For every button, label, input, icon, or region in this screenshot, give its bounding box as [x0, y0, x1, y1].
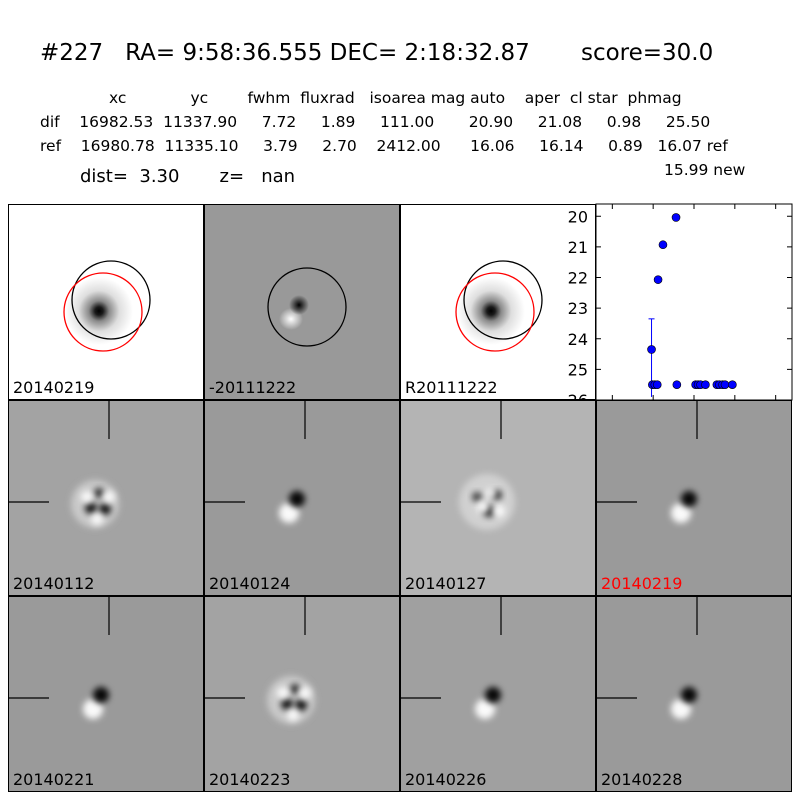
data-point: [671, 213, 681, 222]
distance-redshift-line: dist= 3.30 z= nan: [80, 166, 296, 187]
panel-label: 20140223: [209, 770, 291, 789]
difference-image-stamp: [205, 205, 399, 399]
panel-label: 20140226: [405, 770, 487, 789]
y-tick-label: 24: [568, 330, 588, 349]
epoch-stamp-panel: 20140221: [8, 596, 204, 792]
epoch-stamp-image: [597, 597, 791, 791]
black-circle: [267, 267, 347, 347]
star-blob: [457, 277, 525, 345]
table-ref-row: ref 16980.78 11335.10 3.79 2.70 2412.00 …: [40, 137, 728, 155]
epoch-stamp-image: [401, 597, 595, 791]
epoch-stamp-image: [401, 401, 595, 595]
epoch-stamp-panel: 20140226: [400, 596, 596, 792]
red-circle: [63, 272, 143, 352]
difference-image-panel: -20111222: [204, 204, 400, 400]
epoch-stamp-image: [9, 401, 203, 595]
panel-label: 20140228: [601, 770, 683, 789]
panel-label: 20140112: [13, 574, 95, 593]
panel-label: 20140127: [405, 574, 487, 593]
epoch-stamp-panel: 20140223: [204, 596, 400, 792]
red-circle: [455, 272, 535, 352]
panel-label: -20111222: [209, 378, 297, 397]
data-point: [647, 345, 656, 354]
epoch-stamp-image: [205, 597, 399, 791]
reference-image-stamp: [401, 205, 595, 399]
epoch-stamp-image: [9, 597, 203, 791]
data-point: [658, 240, 668, 250]
epoch-stamp-image: [205, 401, 399, 595]
data-point: [672, 380, 682, 389]
table-dif-row: dif 16982.53 11337.90 7.72 1.89 111.00 2…: [40, 113, 711, 131]
black-circle: [71, 260, 151, 340]
y-tick-label: 25: [568, 360, 588, 379]
data-point: [720, 380, 730, 389]
plot-frame: [595, 203, 793, 401]
new-image-stamp: [9, 205, 203, 399]
epoch-stamp-panel: 20140127: [400, 400, 596, 596]
candidate-title: #227 RA= 9:58:36.555 DEC= 2:18:32.87 sco…: [40, 40, 714, 66]
y-tick-label: 23: [568, 299, 588, 318]
epoch-stamp-panel: 20140228: [596, 596, 792, 792]
table-header-row: xc yc fwhm fluxrad isoarea mag auto aper…: [40, 89, 682, 107]
panel-label: 20140219: [601, 574, 683, 593]
star-blob: [65, 277, 133, 345]
data-point: [652, 380, 662, 389]
epoch-stamp-panel: 20140124: [204, 400, 400, 596]
data-point: [728, 380, 737, 389]
y-tick-label: 21: [568, 238, 588, 257]
panel-label: 20140219: [13, 378, 95, 397]
panel-label: 20140221: [13, 770, 95, 789]
panel-label: R20111222: [405, 378, 498, 397]
y-tick-label: 22: [568, 269, 588, 288]
data-point: [701, 380, 710, 389]
epoch-stamp-image: [597, 401, 791, 595]
light-curve-svg: 20212223242526−100−50050100: [568, 203, 793, 424]
light-curve-chart: 20212223242526−100−50050100: [568, 203, 793, 424]
panel-label: 20140124: [209, 574, 291, 593]
y-tick-label: 20: [568, 207, 588, 226]
new-image-panel: 20140219: [8, 204, 204, 400]
epoch-stamp-panel: 20140112: [8, 400, 204, 596]
reference-image-panel: R20111222: [400, 204, 596, 400]
data-point: [653, 275, 663, 284]
black-circle: [463, 260, 543, 340]
epoch-stamp-panel: 20140219: [596, 400, 792, 596]
table-new-phmag: 15.99 new: [664, 161, 746, 179]
